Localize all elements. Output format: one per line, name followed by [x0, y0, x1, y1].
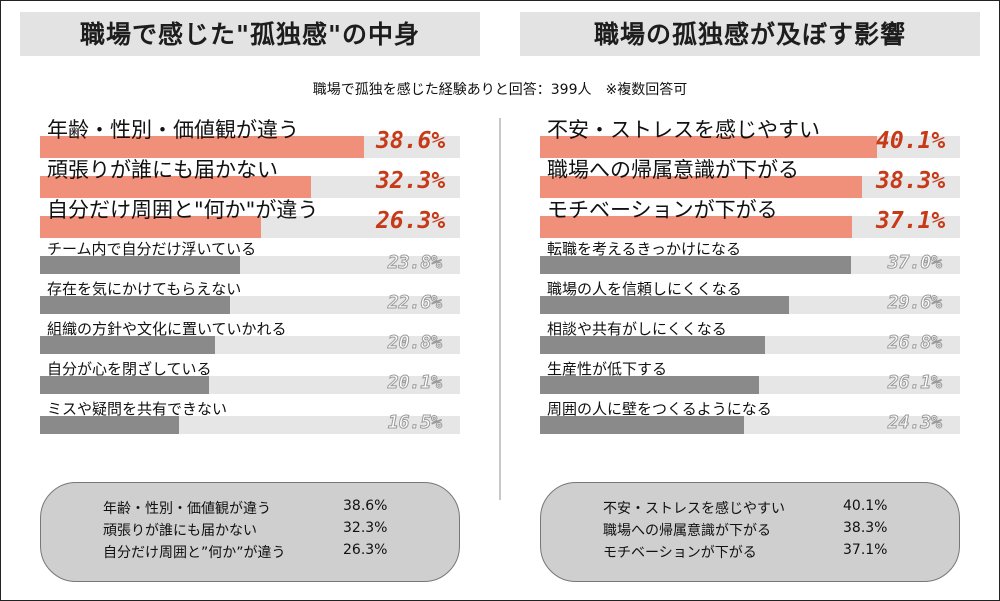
bar-category-label: 周囲の人に壁をつくるようになる: [547, 400, 772, 418]
summary-row: 職場への帰属意識が下がる 38.3%: [541, 520, 959, 540]
bar-category-label: 転職を考えるきっかけになる: [547, 240, 741, 258]
bar-row: 年齢・性別・価値観が違う 38.6%: [40, 116, 460, 158]
bar-category-label: チーム内で自分だけ浮いている: [47, 240, 257, 258]
summary-value: 37.1%: [843, 542, 888, 558]
bar-row: 周囲の人に壁をつくるようになる 24.3%: [540, 396, 960, 436]
bar-value-label: 24.3%: [887, 412, 942, 434]
bar-value-label: 32.3%: [376, 168, 446, 194]
bar: [540, 376, 760, 394]
bar: [40, 296, 230, 314]
bar: [40, 336, 215, 354]
bar-row: 頑張りが誰にも届かない 32.3%: [40, 156, 460, 198]
bar: [540, 176, 862, 198]
bar: [40, 416, 179, 434]
bar-category-label: 職場への帰属意識が下がる: [547, 158, 799, 182]
bar-value-label: 26.3%: [376, 208, 446, 234]
bar-category-label: 不安・ストレスを感じやすい: [547, 118, 820, 142]
bar-row: 自分だけ周囲と"何か"が違う 26.3%: [40, 196, 460, 238]
bar: [40, 376, 209, 394]
bar-value-label: 20.8%: [387, 332, 442, 354]
summary-label: 自分だけ周囲と”何か”が違う: [103, 545, 286, 561]
bar-row: モチベーションが下がる 37.1%: [540, 196, 960, 238]
summary-row: 自分だけ周囲と”何か”が違う 26.3%: [41, 542, 459, 562]
summary-row: モチベーションが下がる 37.1%: [541, 542, 959, 562]
bar-row: 相談や共有がしにくくなる 26.8%: [540, 316, 960, 356]
bar: [40, 256, 240, 274]
summary-value: 38.3%: [843, 520, 888, 536]
summary-value: 32.3%: [343, 520, 388, 536]
bar: [540, 416, 745, 434]
bar: [540, 336, 766, 354]
right-chart-title: 職場の孤独感が及ぼす影響: [593, 20, 906, 49]
bar-row: チーム内で自分だけ浮いている 23.8%: [40, 236, 460, 276]
bar-value-label: 29.6%: [887, 292, 942, 314]
bar: [40, 216, 261, 238]
bar-value-label: 37.1%: [876, 208, 946, 234]
bar-value-label: 16.5%: [387, 412, 442, 434]
summary-label: 職場への帰属意識が下がる: [603, 523, 771, 539]
summary-value: 40.1%: [843, 498, 888, 514]
bar-value-label: 37.0%: [887, 252, 942, 274]
summary-row: 頑張りが誰にも届かない 32.3%: [41, 520, 459, 540]
bar-category-label: 生産性が低下する: [547, 360, 668, 378]
summary-label: 年齢・性別・価値観が違う: [103, 501, 271, 517]
bar-row: 職場の人を信頼しにくくなる 29.6%: [540, 276, 960, 316]
bar-category-label: 自分が心を閉ざしている: [47, 360, 212, 378]
bar-row: 職場への帰属意識が下がる 38.3%: [540, 156, 960, 198]
bar-category-label: 相談や共有がしにくくなる: [547, 320, 727, 338]
bar-row: 存在を気にかけてもらえない 22.6%: [40, 276, 460, 316]
bar-category-label: 存在を気にかけてもらえない: [47, 280, 242, 298]
bar-row: ミスや疑問を共有できない 16.5%: [40, 396, 460, 436]
bar-category-label: 頑張りが誰にも届かない: [47, 158, 278, 182]
summary-row: 年齢・性別・価値観が違う 38.6%: [41, 498, 459, 518]
bar-value-label: 26.1%: [887, 372, 942, 394]
bar: [40, 136, 365, 158]
bar-row: 転職を考えるきっかけになる 37.0%: [540, 236, 960, 276]
bar: [540, 136, 877, 158]
bar-category-label: 自分だけ周囲と"何か"が違う: [47, 198, 319, 222]
summary-value: 38.6%: [343, 498, 388, 514]
bar-category-label: 年齢・性別・価値観が違う: [47, 118, 299, 142]
bar-value-label: 20.1%: [387, 372, 442, 394]
bar-category-label: ミスや疑問を共有できない: [47, 400, 228, 418]
bar: [540, 256, 851, 274]
bar-value-label: 23.8%: [387, 252, 442, 274]
bar-row: 組織の方針や文化に置いていかれる 20.8%: [40, 316, 460, 356]
bar-value-label: 22.6%: [387, 292, 442, 314]
bar-row: 自分が心を閉ざしている 20.1%: [40, 356, 460, 396]
bar-value-label: 26.8%: [887, 332, 942, 354]
right-summary-box: 不安・ストレスを感じやすい 40.1% 職場への帰属意識が下がる 38.3% モチベーシ…: [540, 482, 960, 582]
right-panel-title: 職場の孤独感が及ぼす影響: [520, 12, 980, 56]
bar-row: 生産性が低下する 26.1%: [540, 356, 960, 396]
bar-category-label: 組織の方針や文化に置いていかれる: [47, 320, 287, 338]
panel-divider: [499, 118, 501, 500]
summary-label: 不安・ストレスを感じやすい: [603, 501, 785, 517]
bar-category-label: モチベーションが下がる: [547, 198, 778, 222]
bar: [540, 296, 789, 314]
summary-value: 26.3%: [343, 542, 388, 558]
bar-category-label: 職場の人を信頼しにくくなる: [547, 280, 742, 298]
survey-subtitle: 職場で孤独を感じた経験ありと回答：399人 ※複数回答可: [312, 82, 688, 98]
left-chart-title: 職場で感じた"孤独感"の中身: [79, 20, 421, 49]
bar-value-label: 40.1%: [876, 128, 946, 154]
bar-value-label: 38.3%: [876, 168, 946, 194]
bar-value-label: 38.6%: [376, 128, 446, 154]
bar: [40, 176, 312, 198]
bar: [540, 216, 852, 238]
bar-row: 不安・ストレスを感じやすい 40.1%: [540, 116, 960, 158]
summary-label: モチベーションが下がる: [603, 545, 757, 561]
summary-label: 頑張りが誰にも届かない: [103, 523, 257, 539]
left-summary-box: 年齢・性別・価値観が違う 38.6% 頑張りが誰にも届かない 32.3% 自分だけ周囲と…: [40, 482, 460, 582]
summary-row: 不安・ストレスを感じやすい 40.1%: [541, 498, 959, 518]
left-panel-title: 職場で感じた"孤独感"の中身: [20, 12, 480, 56]
